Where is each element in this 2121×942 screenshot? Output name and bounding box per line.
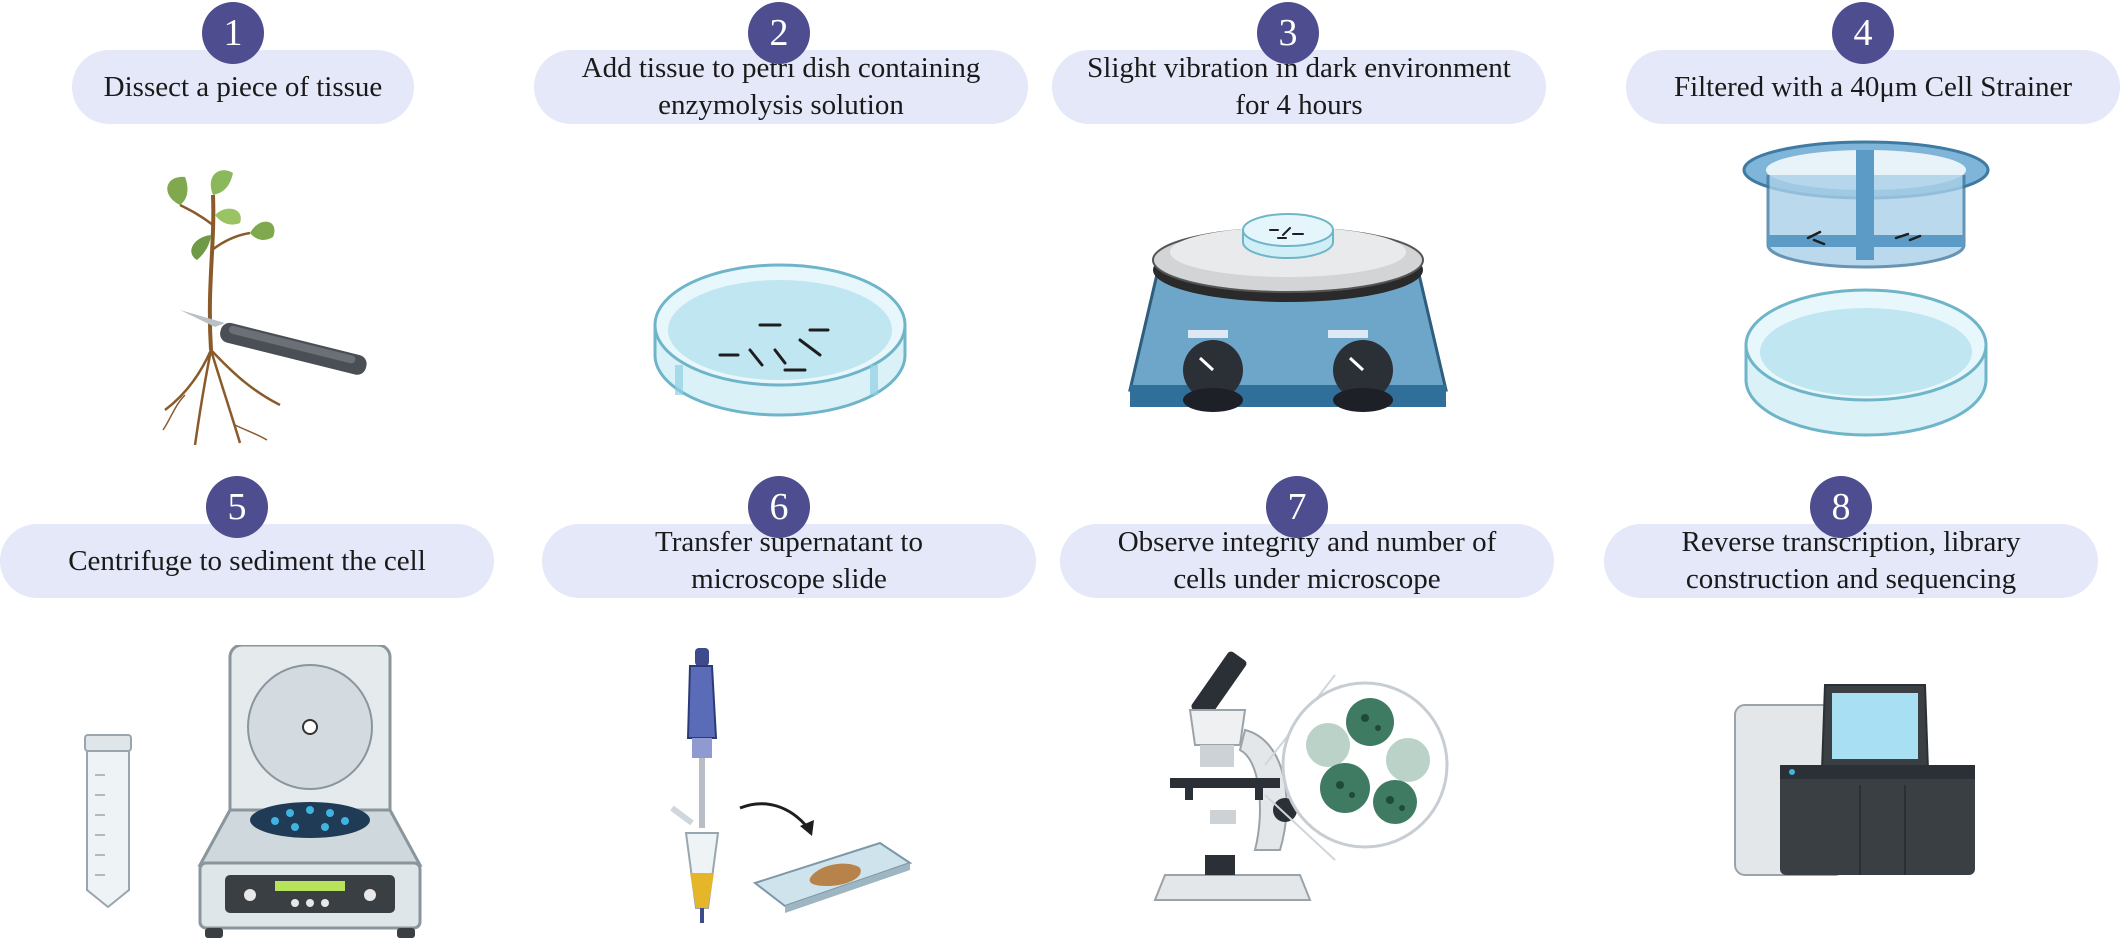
step-4-label-line-1: Filtered with a 40μm Cell Strainer: [1673, 70, 2073, 103]
step-2-label-line-2: enzymolysis solution: [658, 89, 904, 121]
step-6-badge: 6: [748, 476, 810, 538]
shaker-icon: [1128, 213, 1448, 412]
step-1-label-line-1: Dissect a piece of tissue: [103, 70, 383, 103]
step-8-badge: 8: [1810, 476, 1872, 538]
step-4-label: Filtered with a 40μm Cell Strainer: [1626, 50, 2120, 124]
step-3-label-line-2: for 4 hours: [1235, 89, 1363, 121]
step-5-badge: 5: [206, 476, 268, 538]
step-5-label-line-1: Centrifuge to sediment the cell: [68, 544, 426, 577]
sequencer-icon: [1734, 684, 1975, 876]
plant-with-scalpel-icon: [162, 170, 367, 446]
step-8-label-line-2: construction and sequencing: [1685, 563, 2017, 595]
step-2-label: Add tissue to petri dish containing enzy…: [534, 50, 1028, 124]
step-7-label-line-2: cells under microscope: [1173, 563, 1441, 595]
petri-dish-icon: [653, 263, 907, 417]
pipette-slide-icon: [670, 648, 913, 923]
step-3-label: Slight vibration in dark environment for…: [1052, 50, 1546, 124]
cell-strainer-icon: [1742, 140, 1990, 437]
step-3-badge: 3: [1257, 2, 1319, 64]
step-1-badge: 1: [202, 2, 264, 64]
step-6-label-line-2: microscope slide: [691, 563, 887, 595]
step-4-badge: 4: [1832, 2, 1894, 64]
microscope-icon: [1153, 651, 1449, 901]
centrifuge-icon: [84, 645, 423, 938]
step-7-badge: 7: [1266, 476, 1328, 538]
step-2-badge: 2: [748, 2, 810, 64]
